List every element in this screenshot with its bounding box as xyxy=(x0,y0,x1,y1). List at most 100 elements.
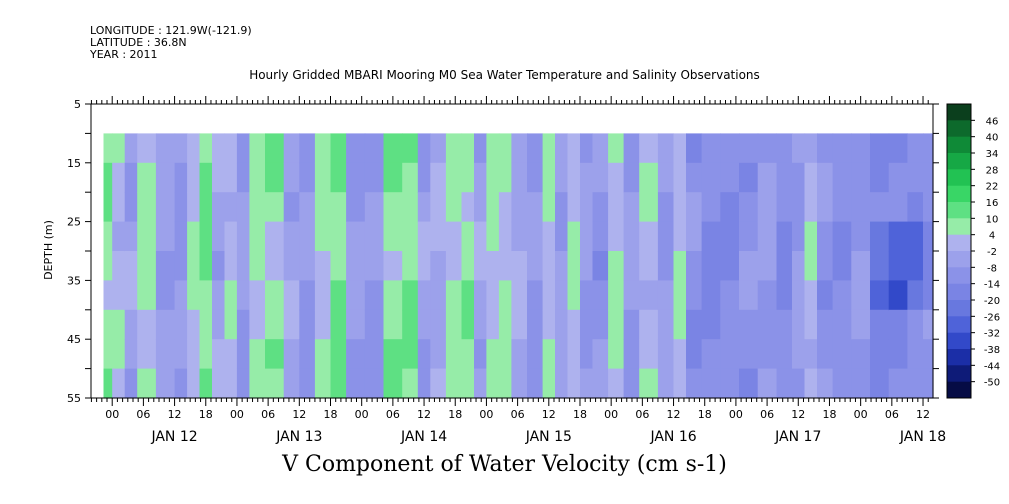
y-tick-label: 55 xyxy=(67,392,81,405)
heatmap-cell xyxy=(923,280,934,311)
heatmap-cell xyxy=(283,280,300,311)
heatmap-cell xyxy=(817,133,834,164)
heatmap-cell xyxy=(417,221,431,252)
heatmap-cell xyxy=(739,192,759,223)
heatmap-cell xyxy=(511,133,528,164)
heatmap-cell xyxy=(701,221,721,252)
heatmap-cell xyxy=(187,221,201,252)
heatmap-cell xyxy=(236,251,250,281)
heatmap-cell xyxy=(776,162,793,193)
heatmap-cell xyxy=(249,162,266,193)
heatmap-cell xyxy=(592,221,609,252)
heatmap-cell xyxy=(832,251,852,281)
heatmap-cell xyxy=(498,339,512,370)
heatmap-cell xyxy=(592,251,609,281)
heatmap-cell xyxy=(112,339,126,370)
heatmap-cell xyxy=(187,251,201,281)
heatmap-cell xyxy=(527,133,544,164)
x-hour-label: 00 xyxy=(479,408,493,421)
heatmap-cell xyxy=(623,251,640,281)
heatmap-cell xyxy=(851,221,871,252)
heatmap-cell xyxy=(757,368,777,399)
heatmap-cell xyxy=(330,309,347,340)
heatmap-cell xyxy=(792,133,806,164)
y-tick-label: 25 xyxy=(67,216,81,229)
heatmap-cell xyxy=(555,192,569,223)
heatmap-cell xyxy=(567,251,581,281)
heatmap-cell xyxy=(739,368,759,399)
heatmap-cell xyxy=(623,339,640,370)
heatmap-cell xyxy=(249,368,266,399)
colorbar-label: 10 xyxy=(986,214,999,225)
heatmap-cell xyxy=(555,162,569,193)
x-hour-label: 00 xyxy=(729,408,743,421)
heatmap-cell xyxy=(383,133,403,164)
heatmap-cell xyxy=(608,251,625,281)
heatmap-cell xyxy=(314,251,332,281)
heatmap-cell xyxy=(402,368,419,399)
heatmap-cell xyxy=(567,133,581,164)
heatmap-cell xyxy=(224,339,238,370)
heatmap-cell xyxy=(792,251,806,281)
heatmap-cell xyxy=(639,280,659,311)
colorbar-swatch xyxy=(947,169,971,187)
heatmap-cell xyxy=(137,368,157,399)
heatmap-cell xyxy=(686,309,703,340)
colorbar-swatch xyxy=(947,153,971,170)
heatmap-cell xyxy=(174,251,188,281)
heatmap-cell xyxy=(776,221,793,252)
heatmap-cell xyxy=(299,162,316,193)
heatmap-cell xyxy=(851,280,871,311)
heatmap-cell xyxy=(461,251,475,281)
heatmap-cell xyxy=(212,133,226,164)
heatmap-cell xyxy=(757,221,777,252)
heatmap-cell xyxy=(155,251,176,281)
heatmap-cell xyxy=(445,280,463,311)
heatmap-cell xyxy=(174,280,188,311)
heatmap-cell xyxy=(657,221,675,252)
heatmap-cell xyxy=(639,162,659,193)
x-hour-label: 00 xyxy=(854,408,868,421)
heatmap-cell xyxy=(461,133,475,164)
heatmap-cell xyxy=(461,309,475,340)
colorbar-swatch xyxy=(947,185,971,203)
heatmap-cell xyxy=(527,280,544,311)
heatmap-cell xyxy=(792,309,806,340)
heatmap-cell xyxy=(720,251,740,281)
heatmap-cell xyxy=(686,251,703,281)
colorbar-label: -20 xyxy=(984,296,1000,307)
heatmap-cell xyxy=(112,221,126,252)
heatmap-cell xyxy=(461,221,475,252)
heatmap-cell xyxy=(461,368,475,399)
heatmap-cell xyxy=(265,221,285,252)
heatmap-cell xyxy=(907,251,924,281)
heatmap-cell xyxy=(757,280,777,311)
heatmap-cell xyxy=(657,280,675,311)
x-axis-label: V Component of Water Velocity (cm s-1) xyxy=(282,452,727,477)
heatmap-cell xyxy=(923,221,934,252)
heatmap-cell xyxy=(283,162,300,193)
heatmap-cell xyxy=(346,280,366,311)
heatmap-cell xyxy=(486,368,500,399)
heatmap-cell xyxy=(623,280,640,311)
x-hour-label: 18 xyxy=(822,408,836,421)
heatmap-cell xyxy=(907,309,924,340)
heatmap-cell xyxy=(224,162,238,193)
heatmap-cell xyxy=(555,309,569,340)
heatmap-cell xyxy=(461,280,475,311)
heatmap-cell xyxy=(851,309,871,340)
x-day-label: JAN 16 xyxy=(649,429,696,445)
heatmap-cell xyxy=(701,339,721,370)
heatmap-cell xyxy=(567,280,581,311)
y-tick-label: 5 xyxy=(74,98,81,111)
heatmap-cell xyxy=(236,192,250,223)
heatmap-cell xyxy=(346,309,366,340)
heatmap-cell xyxy=(804,251,818,281)
heatmap-cell xyxy=(832,192,852,223)
heatmap-cell xyxy=(137,162,157,193)
heatmap-cell xyxy=(486,309,500,340)
heatmap-cell xyxy=(265,368,285,399)
heatmap-cell xyxy=(187,280,201,311)
heatmap-cell xyxy=(888,221,908,252)
heatmap-cell xyxy=(817,251,834,281)
